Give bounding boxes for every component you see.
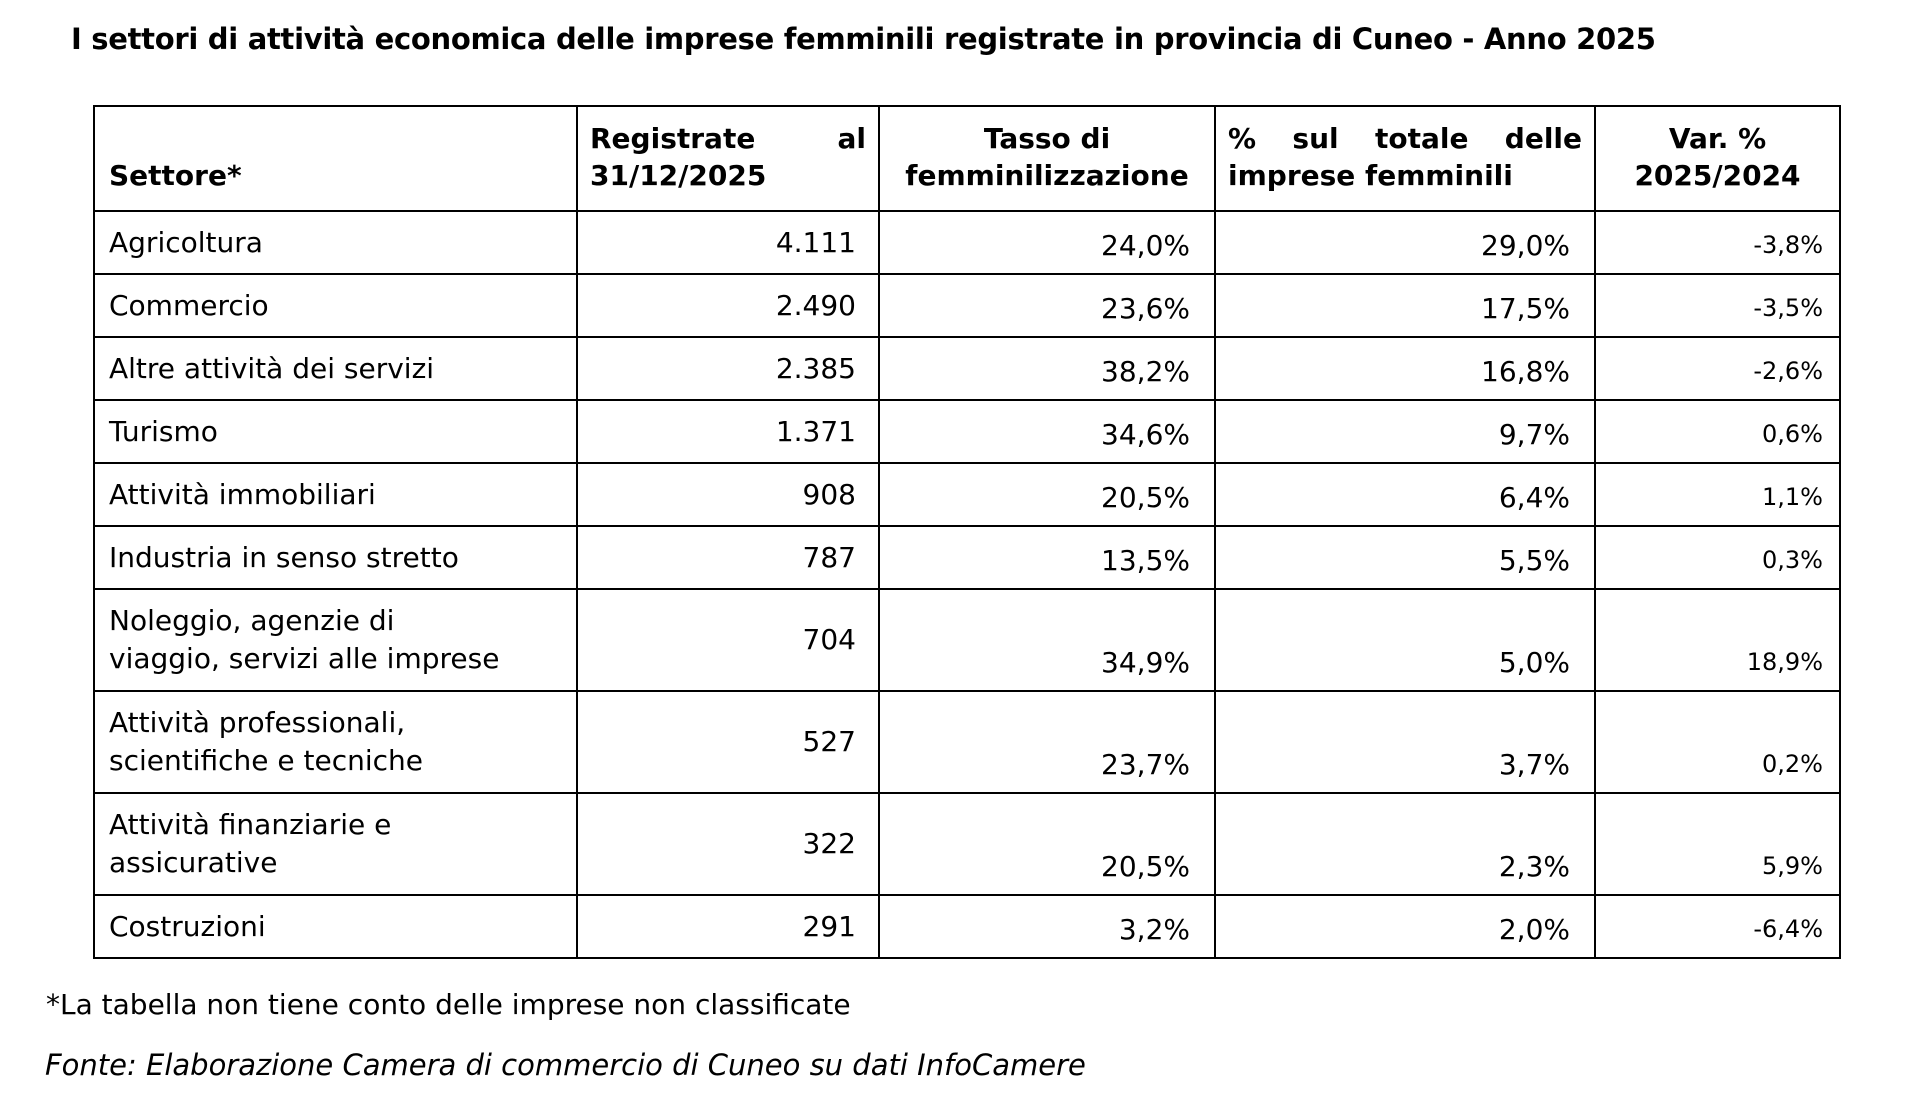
cell-totale: 2,0% <box>1214 894 1596 959</box>
sectors-table: Settore* Registrate al 31/12/2025 Tasso … <box>93 105 1841 959</box>
cell-registrate: 2.490 <box>576 273 880 338</box>
cell-totale: 17,5% <box>1214 273 1596 338</box>
cell-var: 18,9% <box>1594 588 1841 692</box>
cell-settore: Attività finanziarie e assicurative <box>93 792 578 896</box>
cell-settore: Noleggio, agenzie di viaggio, servizi al… <box>93 588 578 692</box>
column-header-registrate: Registrate al 31/12/2025 <box>576 105 880 212</box>
cell-registrate: 291 <box>576 894 880 959</box>
cell-var: 5,9% <box>1594 792 1841 896</box>
cell-totale: 5,5% <box>1214 525 1596 590</box>
cell-totale: 9,7% <box>1214 399 1596 464</box>
column-header-var: Var. % 2025/2024 <box>1594 105 1841 212</box>
cell-totale: 6,4% <box>1214 462 1596 527</box>
table-row: Industria in senso stretto 787 13,5% 5,5… <box>93 525 1841 590</box>
cell-tasso: 24,0% <box>878 210 1216 275</box>
cell-registrate: 1.371 <box>576 399 880 464</box>
cell-tasso: 13,5% <box>878 525 1216 590</box>
cell-var: -2,6% <box>1594 336 1841 401</box>
page-title: I settori di attività economica delle im… <box>71 22 1656 56</box>
table-row: Agricoltura 4.111 24,0% 29,0% -3,8% <box>93 210 1841 275</box>
cell-registrate: 2.385 <box>576 336 880 401</box>
cell-settore: Attività professionali, scientifiche e t… <box>93 690 578 794</box>
cell-registrate: 527 <box>576 690 880 794</box>
cell-settore: Commercio <box>93 273 578 338</box>
cell-totale: 5,0% <box>1214 588 1596 692</box>
table-row: Attività immobiliari 908 20,5% 6,4% 1,1% <box>93 462 1841 527</box>
cell-settore: Turismo <box>93 399 578 464</box>
cell-totale: 2,3% <box>1214 792 1596 896</box>
cell-settore: Agricoltura <box>93 210 578 275</box>
cell-var: -3,8% <box>1594 210 1841 275</box>
table-header-row: Settore* Registrate al 31/12/2025 Tasso … <box>93 105 1841 212</box>
cell-registrate: 322 <box>576 792 880 896</box>
table-row: Noleggio, agenzie di viaggio, servizi al… <box>93 588 1841 692</box>
table-row: Altre attività dei servizi 2.385 38,2% 1… <box>93 336 1841 401</box>
cell-tasso: 3,2% <box>878 894 1216 959</box>
cell-totale: 16,8% <box>1214 336 1596 401</box>
cell-tasso: 20,5% <box>878 792 1216 896</box>
cell-registrate: 704 <box>576 588 880 692</box>
table-row: Attività finanziarie e assicurative 322 … <box>93 792 1841 896</box>
cell-registrate: 4.111 <box>576 210 880 275</box>
cell-settore: Altre attività dei servizi <box>93 336 578 401</box>
cell-var: 0,3% <box>1594 525 1841 590</box>
table-footnote: *La tabella non tiene conto delle impres… <box>46 988 851 1021</box>
cell-var: -3,5% <box>1594 273 1841 338</box>
cell-totale: 29,0% <box>1214 210 1596 275</box>
cell-var: -6,4% <box>1594 894 1841 959</box>
cell-registrate: 908 <box>576 462 880 527</box>
column-header-totale: % sul totale delle imprese femminili <box>1214 105 1596 212</box>
cell-registrate: 787 <box>576 525 880 590</box>
column-header-settore: Settore* <box>93 105 578 212</box>
cell-totale: 3,7% <box>1214 690 1596 794</box>
cell-var: 1,1% <box>1594 462 1841 527</box>
table-row: Commercio 2.490 23,6% 17,5% -3,5% <box>93 273 1841 338</box>
cell-tasso: 34,6% <box>878 399 1216 464</box>
cell-settore: Industria in senso stretto <box>93 525 578 590</box>
table-row: Attività professionali, scientifiche e t… <box>93 690 1841 794</box>
cell-var: 0,2% <box>1594 690 1841 794</box>
cell-tasso: 34,9% <box>878 588 1216 692</box>
table-row: Turismo 1.371 34,6% 9,7% 0,6% <box>93 399 1841 464</box>
cell-settore: Costruzioni <box>93 894 578 959</box>
cell-tasso: 38,2% <box>878 336 1216 401</box>
cell-tasso: 20,5% <box>878 462 1216 527</box>
column-header-tasso: Tasso di femminilizzazione <box>878 105 1216 212</box>
cell-var: 0,6% <box>1594 399 1841 464</box>
cell-tasso: 23,7% <box>878 690 1216 794</box>
cell-settore: Attività immobiliari <box>93 462 578 527</box>
table-row: Costruzioni 291 3,2% 2,0% -6,4% <box>93 894 1841 959</box>
source-note: Fonte: Elaborazione Camera di commercio … <box>45 1048 1086 1082</box>
cell-tasso: 23,6% <box>878 273 1216 338</box>
